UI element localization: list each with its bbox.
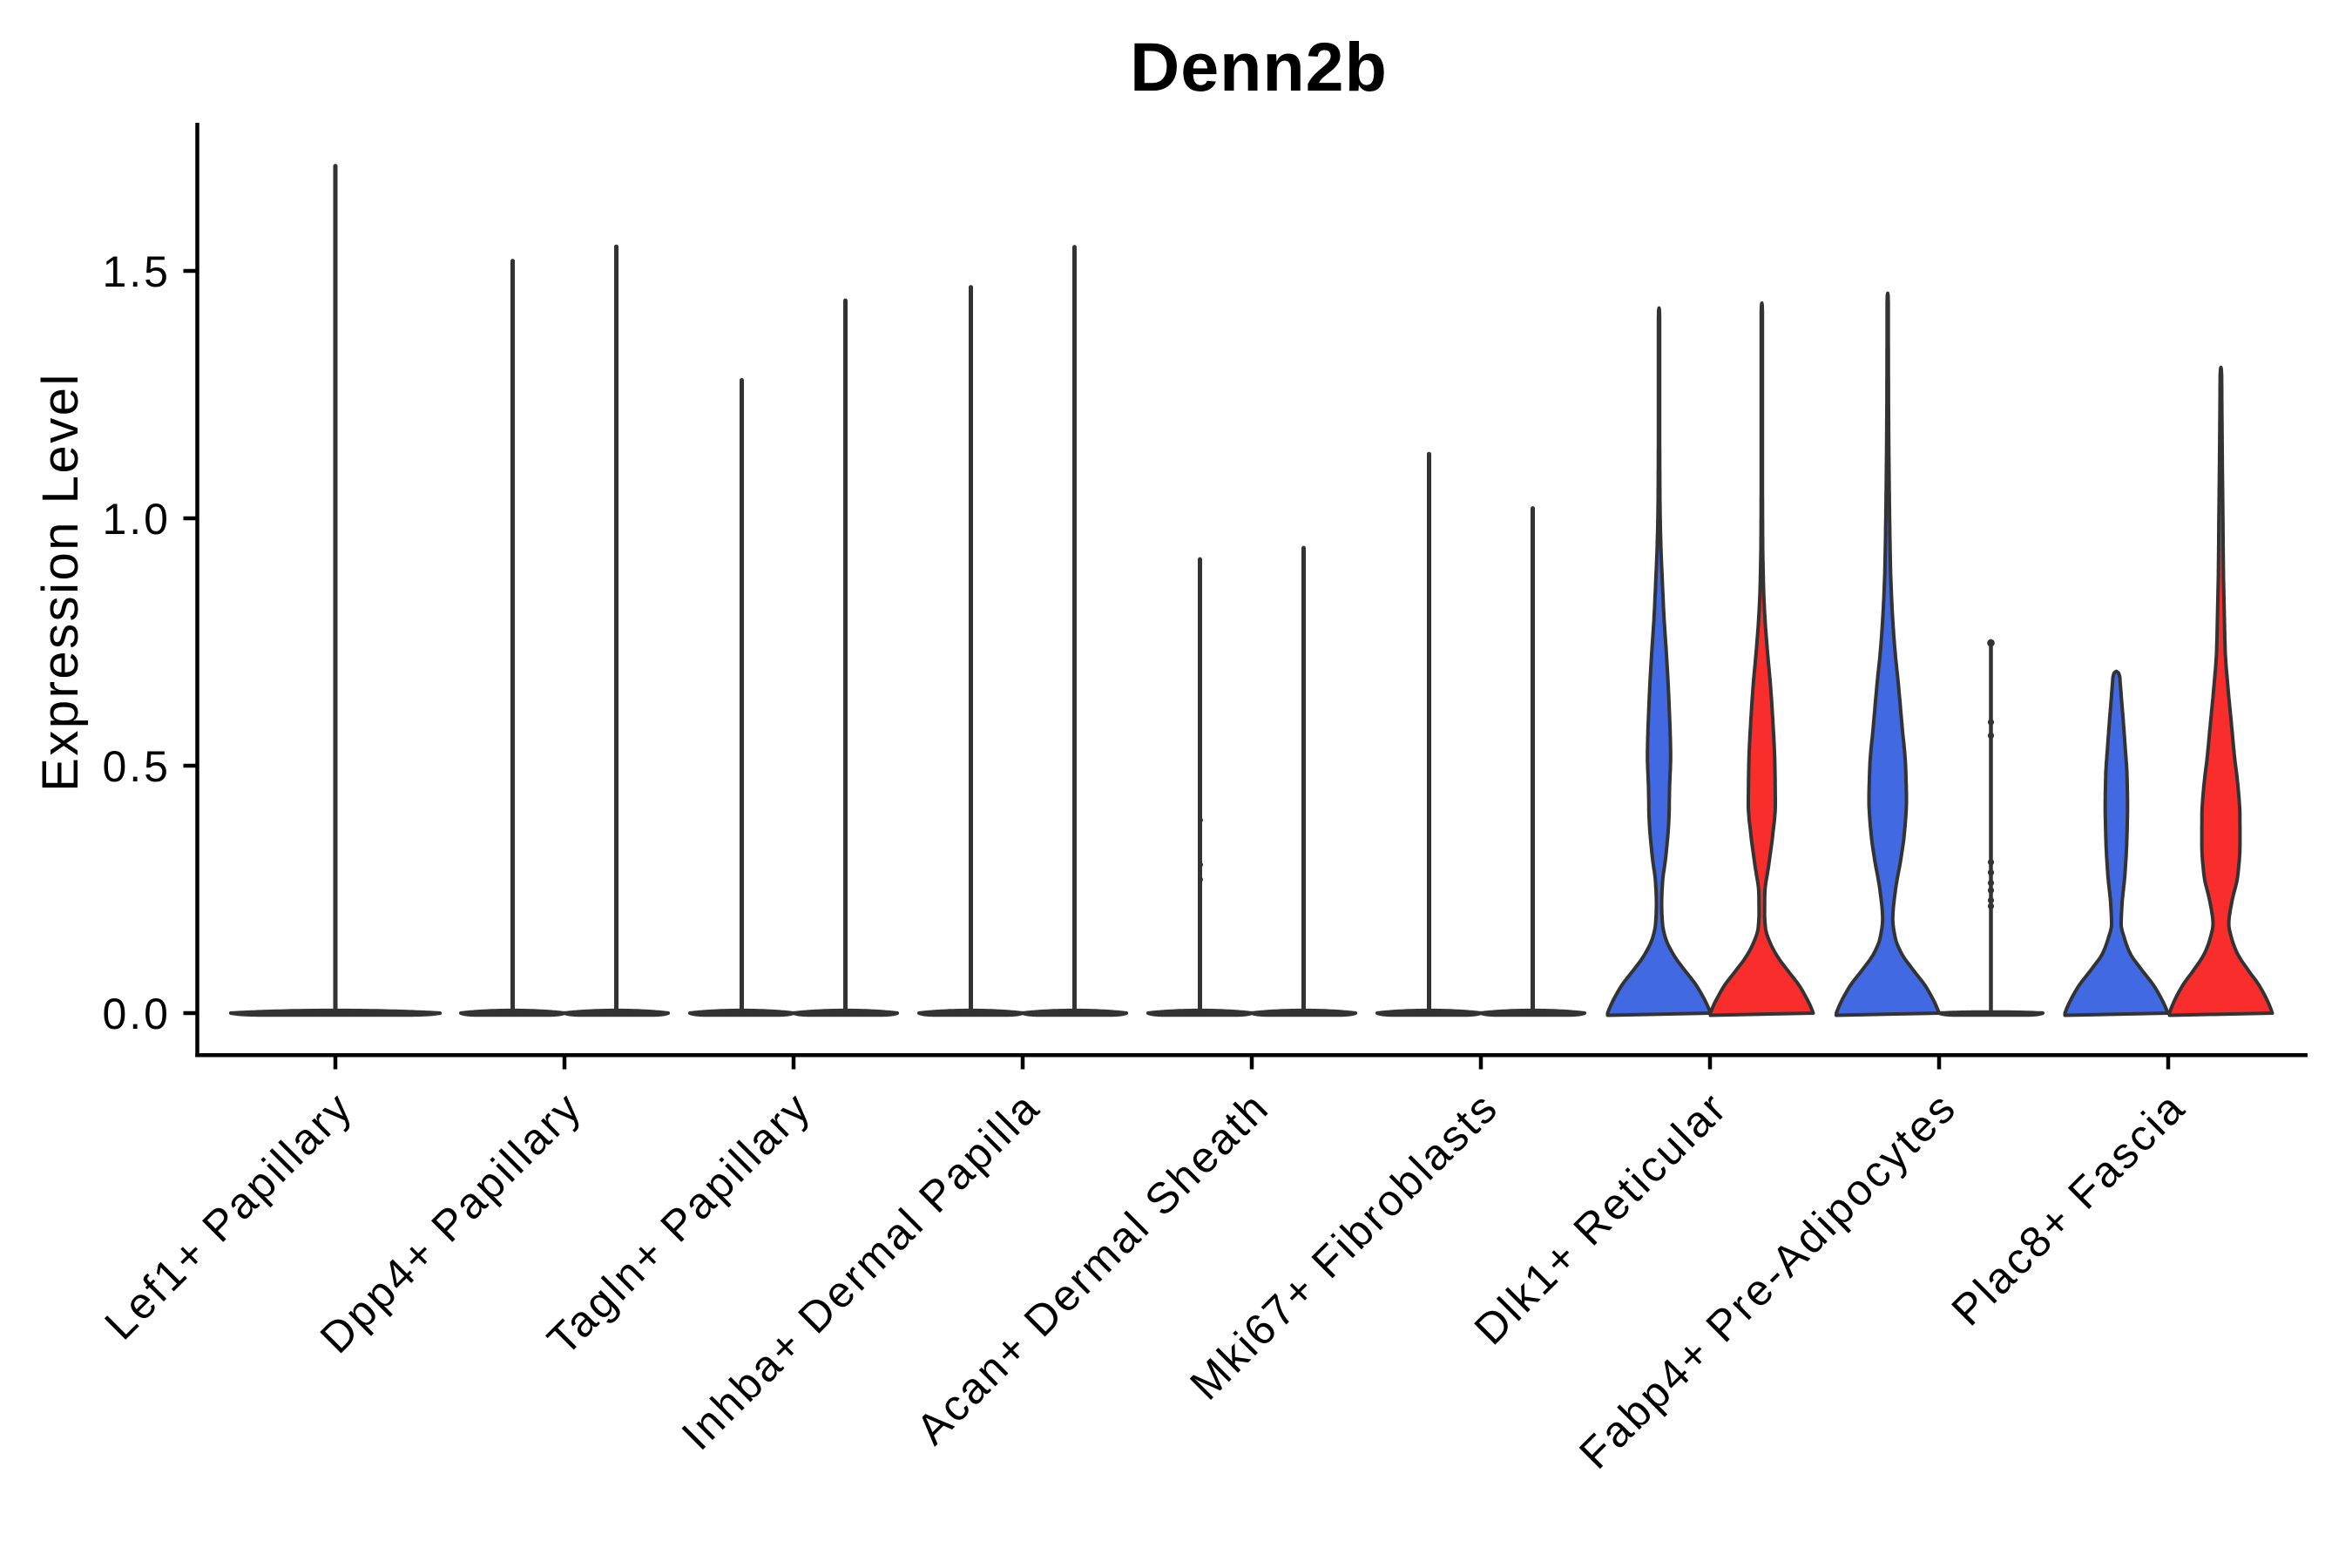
svg-text:0.5: 0.5: [102, 742, 171, 791]
svg-text:Denn2b: Denn2b: [1130, 28, 1388, 105]
svg-text:Expression Level: Expression Level: [32, 372, 89, 792]
svg-text:1.0: 1.0: [102, 495, 171, 544]
svg-text:1.5: 1.5: [102, 247, 171, 296]
svg-text:0.0: 0.0: [102, 990, 171, 1038]
